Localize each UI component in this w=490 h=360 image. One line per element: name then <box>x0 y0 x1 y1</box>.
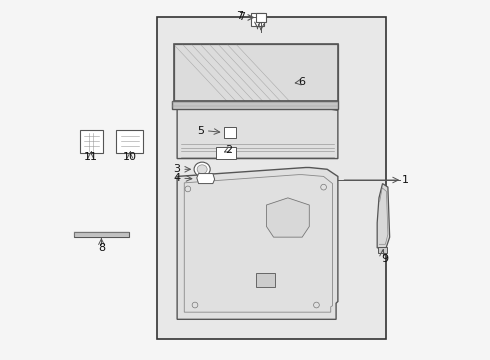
Polygon shape <box>267 198 309 237</box>
Polygon shape <box>377 184 390 248</box>
Polygon shape <box>177 167 338 319</box>
FancyBboxPatch shape <box>157 18 386 339</box>
Text: 11: 11 <box>84 152 98 162</box>
Text: 9: 9 <box>381 253 388 264</box>
Polygon shape <box>177 109 338 158</box>
Text: 8: 8 <box>98 243 106 253</box>
Text: 2: 2 <box>225 145 232 155</box>
Text: 3: 3 <box>173 164 181 174</box>
FancyBboxPatch shape <box>79 130 103 153</box>
Text: 7: 7 <box>238 13 245 22</box>
FancyBboxPatch shape <box>117 130 143 153</box>
Bar <box>256 273 275 287</box>
Text: 7: 7 <box>236 12 243 21</box>
Polygon shape <box>74 232 129 237</box>
Bar <box>223 127 236 138</box>
Text: 1: 1 <box>402 175 409 185</box>
Text: 5: 5 <box>197 126 204 136</box>
Bar <box>251 13 264 26</box>
Text: 4: 4 <box>173 173 181 183</box>
Bar <box>378 247 387 253</box>
Text: 6: 6 <box>299 77 306 87</box>
Bar <box>217 147 236 159</box>
Polygon shape <box>172 102 338 109</box>
Text: 10: 10 <box>123 152 137 162</box>
Polygon shape <box>173 44 338 102</box>
Polygon shape <box>197 174 215 184</box>
Bar <box>256 13 267 22</box>
Ellipse shape <box>197 165 207 174</box>
Ellipse shape <box>194 162 210 176</box>
